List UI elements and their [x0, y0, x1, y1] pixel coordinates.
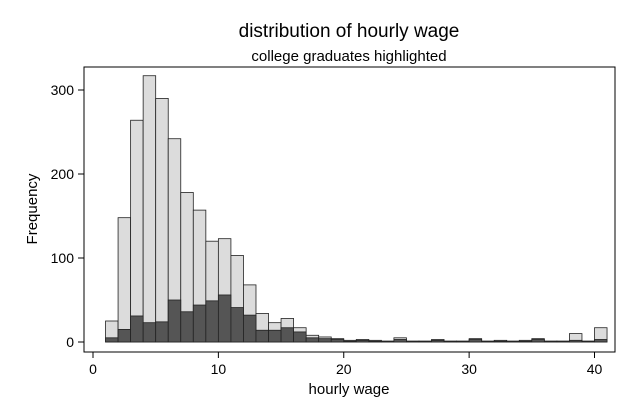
- bar-series2-bin-39: [581, 340, 595, 343]
- y-axis-label: Frequency: [24, 173, 41, 244]
- y-tick-label-1: 100: [51, 250, 75, 266]
- x-tick-label-0: 0: [89, 361, 97, 377]
- bar-series2-bin-16: [293, 331, 307, 343]
- bar-series2-bin-22: [368, 340, 382, 343]
- bar-series2-bin-5: [155, 321, 169, 343]
- bar-series2-bin-14: [268, 329, 282, 343]
- bars-group: [105, 75, 608, 343]
- x-tick-label-2: 20: [336, 361, 352, 377]
- bar-series2-bin-19: [330, 339, 345, 343]
- x-tick-label-3: 30: [461, 361, 477, 377]
- bar-series2-bin-4: [142, 322, 157, 343]
- bar-series2-bin-26: [418, 340, 432, 343]
- bar-series2-bin-32: [493, 340, 508, 343]
- bar-series1-bin-2: [117, 217, 132, 343]
- bar-series2-bin-9: [205, 300, 219, 343]
- x-axis: 0 10 20 30 40: [89, 352, 602, 377]
- y-tick-label-2: 200: [51, 166, 75, 182]
- bar-series2-bin-35: [531, 339, 545, 343]
- y-tick-label-0: 0: [66, 334, 74, 350]
- bar-series2-bin-13: [255, 329, 269, 343]
- bar-series2-bin-24: [393, 339, 407, 343]
- bar-series2-bin-12: [243, 314, 257, 343]
- bar-series2-bin-6: [167, 299, 182, 343]
- bar-series2-bin-15: [280, 327, 295, 343]
- bar-series2-bin-11: [230, 307, 244, 343]
- bar-series2-bin-27: [431, 339, 445, 343]
- x-tick-label-1: 10: [211, 361, 227, 377]
- bar-series2-bin-17: [305, 337, 320, 343]
- bar-series2-bin-8: [192, 304, 207, 343]
- bar-series2-bin-21: [355, 339, 370, 343]
- bar-series2-bin-2: [117, 328, 132, 343]
- bar-series2-bin-34: [518, 340, 533, 343]
- bar-series2-bin-33: [506, 340, 520, 343]
- bar-series2-bin-28: [443, 340, 457, 343]
- bar-series2-bin-31: [481, 340, 495, 343]
- bar-series1-bin-4: [142, 75, 157, 343]
- chart-title: distribution of hourly wage: [239, 21, 460, 42]
- bar-series2-bin-38: [569, 339, 583, 343]
- y-axis: 0 100 200 300: [51, 82, 84, 350]
- bar-series2-bin-40: [594, 339, 608, 343]
- bar-series1-bin-3: [130, 119, 144, 343]
- y-tick-label-3: 300: [51, 82, 75, 98]
- bar-series2-bin-30: [468, 339, 483, 343]
- bar-series2-bin-10: [217, 294, 232, 343]
- bar-series2-bin-25: [406, 340, 420, 343]
- bar-series1-bin-5: [155, 98, 169, 343]
- bar-series2-bin-23: [380, 340, 395, 343]
- bar-series2-bin-7: [180, 311, 194, 343]
- bar-series2-bin-36: [543, 340, 558, 343]
- bar-series2-bin-20: [343, 340, 357, 343]
- x-tick-label-4: 40: [587, 361, 603, 377]
- chart-subtitle: college graduates highlighted: [251, 48, 446, 65]
- bar-series2-bin-37: [556, 340, 570, 343]
- x-axis-label: hourly wage: [309, 381, 390, 398]
- bar-series2-bin-1: [105, 337, 119, 343]
- bar-series2-bin-18: [318, 338, 332, 343]
- bar-series2-bin-3: [130, 315, 144, 343]
- bar-series2-bin-29: [456, 340, 470, 343]
